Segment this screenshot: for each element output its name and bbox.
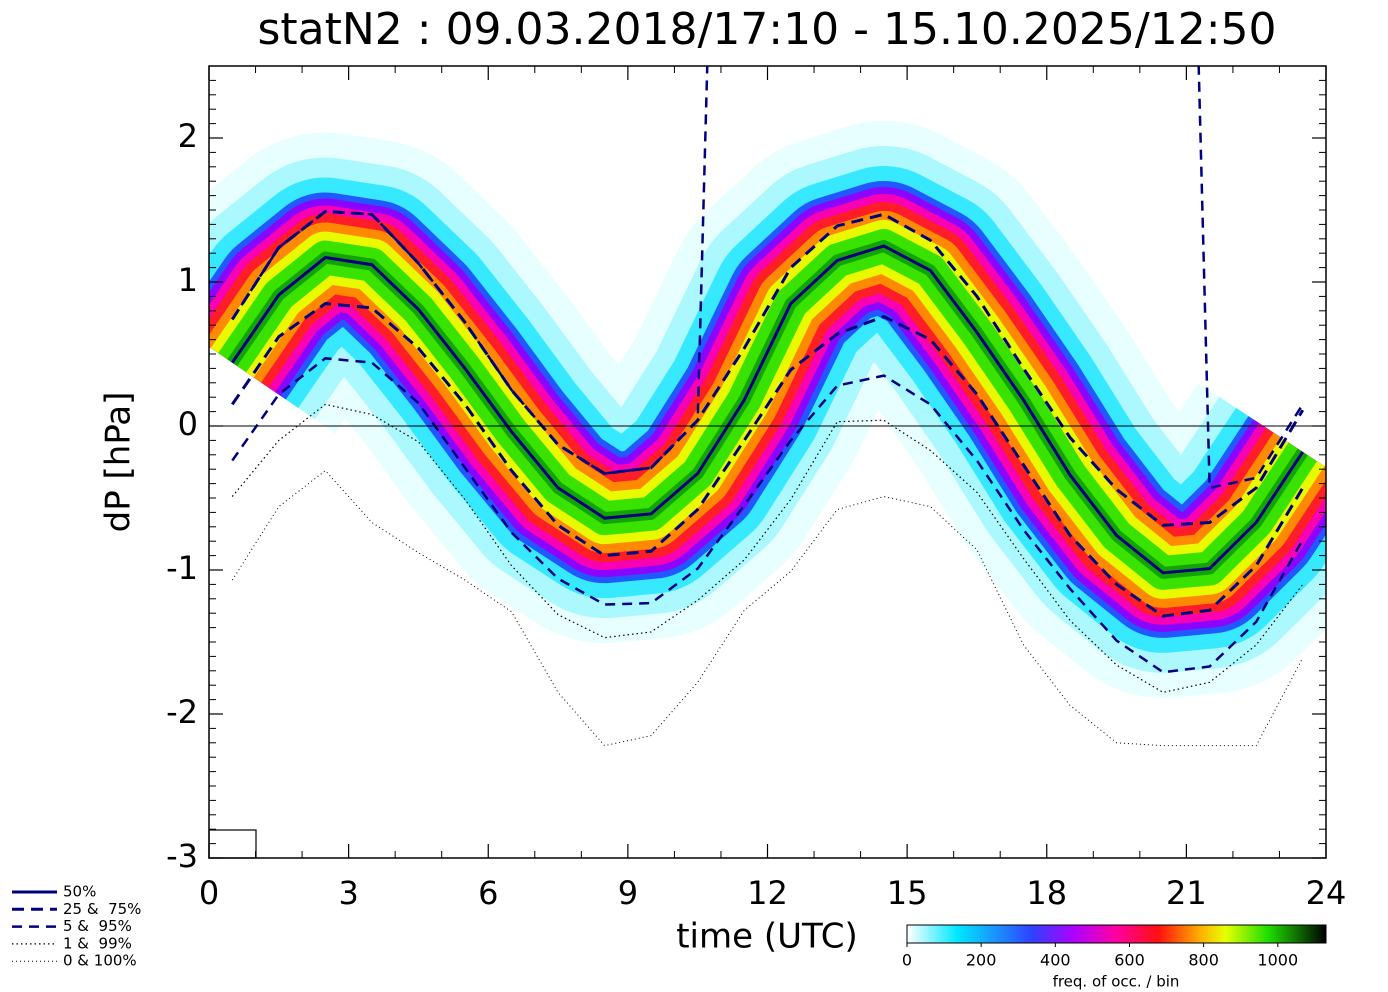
x-tick-label: 0 (199, 874, 219, 912)
colorbar-tick-label: 400 (1040, 951, 1071, 970)
x-tick-label: 18 (1026, 874, 1067, 912)
y-tick-label: 1 (178, 261, 198, 299)
colorbar-tick-label: 0 (902, 951, 912, 970)
colorbar-tick-label: 200 (966, 951, 997, 970)
percentile-line (231, 66, 1304, 490)
density-band (209, 121, 1326, 698)
y-axis-label: dP [hPa] (99, 392, 139, 533)
y-tick-label: -2 (166, 693, 198, 731)
percentile-line (231, 302, 1305, 618)
x-tick-label: 6 (478, 874, 498, 912)
percentile-line (231, 469, 1304, 747)
colorbar-tick-label: 600 (1114, 951, 1145, 970)
y-tick-label: -3 (166, 837, 198, 875)
legend: 50%25 & 75%5 & 95%1 & 99%0 & 100% (12, 883, 141, 970)
colorbar-tick-label: 1000 (1257, 951, 1298, 970)
x-tick-label: 15 (887, 874, 928, 912)
x-tick-label: 3 (338, 874, 358, 912)
percentile-line (231, 244, 1304, 575)
legend-label: 1 & 99% (63, 934, 132, 952)
x-axis-label: time (UTC) (676, 917, 858, 957)
corner-box (208, 829, 257, 859)
legend-label: 5 & 95% (63, 917, 132, 935)
y-tick-label: 0 (178, 405, 198, 443)
legend-label: 50% (63, 883, 96, 901)
y-tick-label: -1 (166, 549, 198, 587)
x-tick-label: 12 (747, 874, 788, 912)
colorbar-tick-label: 800 (1188, 951, 1219, 970)
x-tick-label: 9 (618, 874, 638, 912)
percentile-lines (231, 66, 1305, 747)
legend-label: 25 & 75% (63, 900, 141, 918)
legend-label: 0 & 100% (63, 952, 137, 970)
chart-title: statN2 : 09.03.2018/17:10 - 15.10.2025/1… (257, 4, 1276, 55)
colorbar (906, 924, 1327, 944)
x-tick-label: 24 (1306, 874, 1347, 912)
y-tick-label: 2 (178, 117, 198, 155)
percentile-line (231, 357, 1304, 674)
x-tick-label: 21 (1166, 874, 1207, 912)
colorbar-label: freq. of occ. / bin (1053, 973, 1180, 991)
